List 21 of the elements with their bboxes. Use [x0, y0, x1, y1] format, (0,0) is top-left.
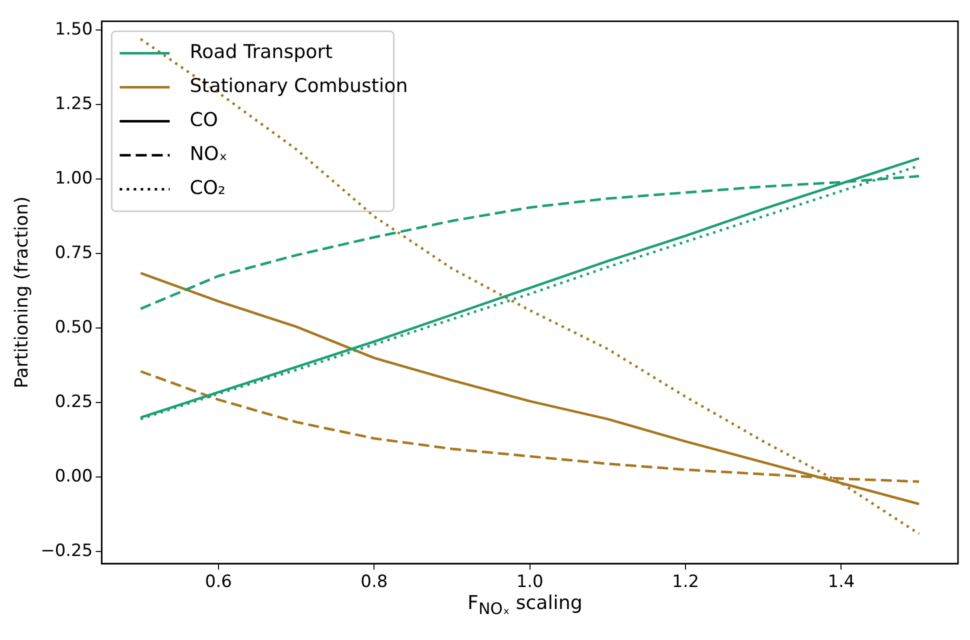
x-tick-label: 1.2: [672, 572, 700, 592]
line-series: [139, 38, 920, 536]
y-tick-label: 1.25: [54, 94, 93, 114]
x-axis-title: F$_{NOₓ}$ scaling: [466, 592, 584, 618]
y-tick-label: 0.75: [54, 243, 93, 264]
y-tick-label: 0.00: [54, 466, 93, 487]
y-tick-label: 1.00: [54, 168, 93, 189]
y-tick-label: 1.50: [54, 20, 93, 40]
x-tick-label: 1.4: [828, 572, 855, 592]
y-tick-label: 0.25: [54, 392, 93, 412]
legend-label: CO: [190, 109, 218, 132]
legend-label: Stationary Combustion: [190, 75, 408, 98]
legend-label: NOₓ: [190, 143, 228, 166]
x-tick-label: 0.8: [360, 572, 388, 592]
y-tick-label: −0.25: [40, 541, 93, 562]
legend-label: Road Transport: [190, 41, 333, 64]
x-tick-label: 0.6: [204, 572, 232, 592]
y-tick-label: 0.50: [54, 318, 93, 338]
legend-label: CO₂: [190, 177, 226, 200]
y-axis-title: Partitioning (fraction): [11, 196, 32, 388]
x-tick-label: 1.0: [516, 572, 544, 592]
